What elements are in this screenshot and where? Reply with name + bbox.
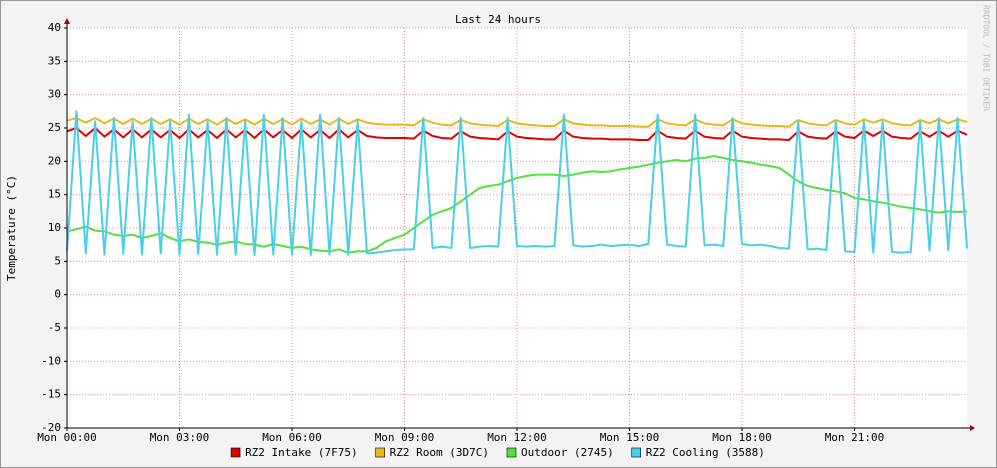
lines (66, 110, 968, 257)
y-tick-label: 0 (54, 288, 61, 301)
y-tick-label: -5 (48, 321, 61, 334)
legend-swatch (631, 447, 642, 458)
y-tick-label: -15 (41, 388, 61, 401)
y-tick-label: 35 (48, 54, 61, 67)
series-line (66, 110, 968, 257)
y-tick-label: 25 (48, 121, 61, 134)
legend-swatch (375, 447, 385, 458)
x-tick-label: Mon 09:00 (375, 431, 435, 444)
labels: -20 -15 -10 -5 0 5 10 15 20 25 30 35 40 Mon 00:00 Mon … (37, 21, 884, 444)
series-line (66, 117, 968, 128)
legend-label: Outdoor (2745) (521, 446, 614, 459)
y-tick-label: 15 (48, 188, 61, 201)
x-tick-label: Mon 21:00 (825, 431, 885, 444)
y-tick-label: 10 (48, 221, 61, 234)
x-tick-label: Mon 06:00 (262, 431, 322, 444)
y-tick-label: -10 (41, 354, 61, 367)
y-axis-title: Temperature (°C) (5, 175, 18, 281)
grid (66, 27, 967, 429)
y-arrow (64, 18, 70, 24)
legend-label: RZ2 Intake (7F75) (245, 446, 358, 459)
legend-swatch (230, 447, 241, 458)
x-tick-label: Mon 00:00 (37, 431, 97, 444)
y-tick-label: 20 (48, 154, 61, 167)
x-tick-label: Mon 03:00 (150, 431, 210, 444)
axes (64, 18, 975, 431)
series-line (66, 127, 968, 141)
watermark: RRDTOOL / TOBI OETIKER (982, 5, 991, 111)
y-tick-label: 30 (48, 88, 61, 101)
legend: RZ2 Intake (7F75) RZ2 Room (3D7C) Outdoor … (230, 446, 765, 459)
legend-label: RZ2 Room (3D7C) (390, 446, 489, 459)
legend-label: RZ2 Cooling (3588) (646, 446, 765, 459)
x-tick-label: Mon 15:00 (600, 431, 660, 444)
x-tick-label: Mon 18:00 (712, 431, 772, 444)
chart-title: Last 24 hours (455, 13, 541, 26)
x-tick-label: Mon 12:00 (487, 431, 547, 444)
legend-swatch (506, 447, 517, 458)
y-tick-label: 40 (48, 21, 61, 34)
x-arrow (970, 425, 975, 431)
y-tick-label: -20 (41, 421, 61, 434)
y-tick-label: 5 (54, 254, 61, 267)
